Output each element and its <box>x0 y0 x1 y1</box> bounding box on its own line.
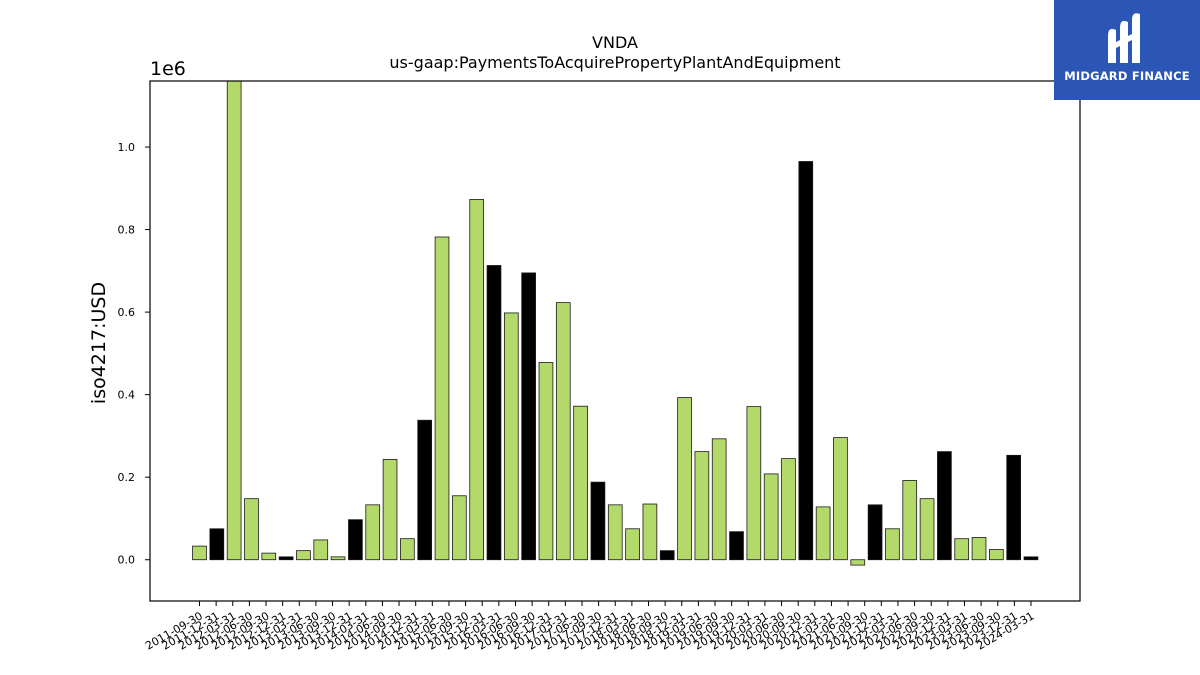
y-tick-label: 0.6 <box>118 306 136 319</box>
bar-21 <box>555 302 571 561</box>
bar-41 <box>902 480 918 561</box>
bar-4 <box>261 552 277 561</box>
x-axis-ticks: 2011-09-302011-12-312012-03-312012-06-30… <box>143 601 1037 653</box>
bar-26 <box>642 503 658 561</box>
y-tick-label: 0.8 <box>118 224 136 237</box>
midgard-finance-logo: MIDGARD FINANCE <box>1054 0 1200 100</box>
bar-38 <box>850 559 866 566</box>
bar-36 <box>815 506 831 561</box>
bar-28 <box>677 397 692 561</box>
logo-text: MIDGARD FINANCE <box>1064 69 1190 83</box>
bar-46 <box>989 549 1004 561</box>
bar-15 <box>452 495 467 561</box>
bar-35 <box>798 161 814 561</box>
bar-5 <box>278 556 294 561</box>
midgard-logo-icon <box>1108 13 1140 63</box>
bar-34 <box>781 458 796 561</box>
bar-39 <box>867 504 883 561</box>
bar-44 <box>954 538 970 561</box>
bar-13 <box>417 419 433 561</box>
bar-19 <box>521 272 536 561</box>
bar-16 <box>469 199 484 561</box>
bars-group <box>192 80 1039 566</box>
bar-45 <box>971 537 987 561</box>
bar-29 <box>694 451 710 561</box>
bar-10 <box>365 504 381 561</box>
bar-37 <box>833 437 848 561</box>
chart-title: VNDA <box>592 33 638 52</box>
bar-18 <box>503 312 519 561</box>
bar-33 <box>763 473 779 561</box>
bar-7 <box>313 539 329 561</box>
bar-22 <box>573 405 588 561</box>
chart-subtitle: us-gaap:PaymentsToAcquirePropertyPlantAn… <box>389 53 840 72</box>
y-tick-label: 0.4 <box>118 389 136 402</box>
bar-8 <box>330 556 346 561</box>
y-tick-label: 0.0 <box>118 554 136 567</box>
bar-31 <box>729 531 744 561</box>
bar-43 <box>937 451 952 561</box>
bar-2 <box>226 80 242 561</box>
bar-1 <box>209 528 225 561</box>
bar-27 <box>659 550 675 561</box>
bar-9 <box>348 519 363 561</box>
bar-20 <box>538 362 554 561</box>
bar-32 <box>746 406 762 561</box>
bar-14 <box>434 236 450 561</box>
bar-11 <box>382 459 398 561</box>
plot-area-frame <box>149 80 1081 602</box>
y-axis-ticks: 0.0 0.2 0.4 0.6 0.8 1.0 <box>118 141 150 567</box>
bar-12 <box>400 538 415 561</box>
bar-25 <box>625 528 640 561</box>
bar-48 <box>1023 556 1039 561</box>
bar-42 <box>919 498 935 561</box>
y-tick-label: 1.0 <box>118 141 136 154</box>
y-axis-label: iso4217:USD <box>88 282 110 404</box>
bar-17 <box>486 265 502 561</box>
bar-30 <box>711 438 727 561</box>
bar-0 <box>192 545 207 561</box>
bar-3 <box>244 498 259 561</box>
y-tick-label: 0.2 <box>118 471 136 484</box>
y-axis-multiplier: 1e6 <box>150 58 186 80</box>
bar-24 <box>607 504 623 561</box>
bar-40 <box>885 528 900 561</box>
bar-6 <box>296 550 311 561</box>
bar-23 <box>590 481 606 561</box>
bar-47 <box>1006 454 1022 561</box>
